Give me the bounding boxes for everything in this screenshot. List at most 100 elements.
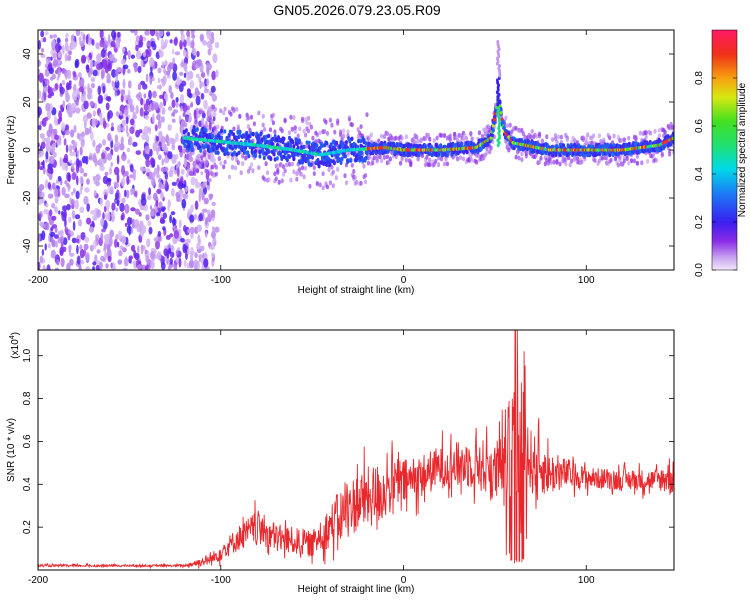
halo-cell <box>201 110 205 116</box>
noise-cell <box>59 229 64 237</box>
noise-cell <box>114 182 119 189</box>
noise-cell <box>104 171 109 176</box>
noise-cell <box>178 189 184 195</box>
spectrogram-ylabel: Frequency (Hz) <box>6 116 17 185</box>
noise-cell <box>180 33 185 42</box>
noise-cell <box>107 132 112 142</box>
noise-cell <box>111 261 115 270</box>
noise-cell <box>151 176 156 187</box>
halo-cell <box>248 127 252 133</box>
noise-cell <box>78 79 83 88</box>
halo-cell <box>375 157 379 162</box>
ridge-cell <box>322 161 325 166</box>
noise-cell <box>82 114 89 124</box>
noise-cell <box>45 140 50 151</box>
halo-cell <box>350 122 354 128</box>
halo-cell <box>486 124 490 130</box>
halo-cell <box>236 124 240 130</box>
halo-cell <box>283 168 287 174</box>
noise-cell <box>61 186 66 196</box>
noise-cell <box>115 40 121 50</box>
noise-cell <box>53 234 59 240</box>
noise-cell <box>199 81 205 88</box>
halo-cell <box>559 134 564 140</box>
noise-cell <box>114 141 121 148</box>
halo-cell <box>535 133 539 139</box>
noise-cell <box>54 134 59 140</box>
noise-cell <box>169 39 173 44</box>
noise-cell <box>186 71 191 81</box>
colorbar-tick-label: 0.4 <box>694 167 705 181</box>
x-tick-label: 100 <box>578 275 595 286</box>
halo-cell <box>575 156 580 161</box>
noise-cell <box>96 63 102 70</box>
noise-cell <box>203 197 209 205</box>
noise-cell <box>54 206 59 214</box>
ridge-cell <box>512 136 516 141</box>
halo-cell <box>239 170 243 176</box>
noise-cell <box>40 53 46 58</box>
ridge-cell <box>460 141 464 146</box>
noise-cell <box>54 115 57 123</box>
ridge-cell <box>291 139 295 145</box>
halo-cell <box>331 183 335 189</box>
noise-cell <box>165 179 168 190</box>
noise-cell <box>145 134 150 144</box>
noise-cell <box>179 71 184 76</box>
halo-cell <box>581 135 586 141</box>
noise-cell <box>123 64 129 70</box>
halo-cell <box>306 128 311 134</box>
halo-cell <box>339 129 343 135</box>
noise-cell <box>64 226 69 233</box>
noise-cell <box>79 244 83 251</box>
halo-cell <box>390 135 394 141</box>
halo-cell <box>323 129 327 134</box>
halo-cell <box>456 156 460 162</box>
noise-cell <box>136 264 143 270</box>
noise-cell <box>158 49 164 58</box>
noise-cell <box>90 131 94 141</box>
halo-cell <box>590 140 594 146</box>
halo-cell <box>352 169 356 174</box>
noise-cell <box>64 41 69 52</box>
halo-cell <box>347 117 351 122</box>
ridge-cell <box>340 156 344 161</box>
noise-cell <box>48 62 53 69</box>
halo-cell <box>187 105 191 111</box>
noise-cell <box>148 187 152 196</box>
ridge-cell <box>439 143 443 148</box>
noise-cell <box>148 90 152 100</box>
noise-cell <box>65 82 70 91</box>
ridge-cell <box>262 155 266 161</box>
ridge-peak-cell <box>671 136 674 141</box>
halo-cell <box>302 174 306 180</box>
halo-cell <box>327 167 331 173</box>
noise-cell <box>149 75 153 85</box>
noise-cell <box>62 209 67 219</box>
noise-cell <box>74 60 79 69</box>
noise-cell <box>59 86 65 95</box>
noise-cell <box>124 171 129 176</box>
noise-cell <box>116 31 121 38</box>
halo-cell <box>388 156 392 162</box>
snr-ylabel: SNR (10 * v/v) <box>6 418 17 482</box>
ridge-cell <box>238 129 242 134</box>
noise-cell <box>116 241 120 248</box>
noise-cell <box>137 245 140 254</box>
noise-cell <box>120 94 124 103</box>
noise-cell <box>140 167 146 172</box>
ridge-cell <box>320 143 324 148</box>
noise-cell <box>99 39 105 48</box>
halo-cell <box>382 155 387 160</box>
noise-cell <box>105 263 109 269</box>
halo-cell <box>296 133 300 139</box>
noise-cell <box>58 210 61 215</box>
noise-cell <box>84 236 90 243</box>
ridge-cell <box>281 140 285 145</box>
noise-cell <box>39 133 45 139</box>
ridge-cell <box>328 162 332 167</box>
halo-cell <box>192 171 196 176</box>
ridge-cell <box>577 143 581 148</box>
halo-cell <box>246 115 251 121</box>
noise-cell <box>92 139 96 148</box>
